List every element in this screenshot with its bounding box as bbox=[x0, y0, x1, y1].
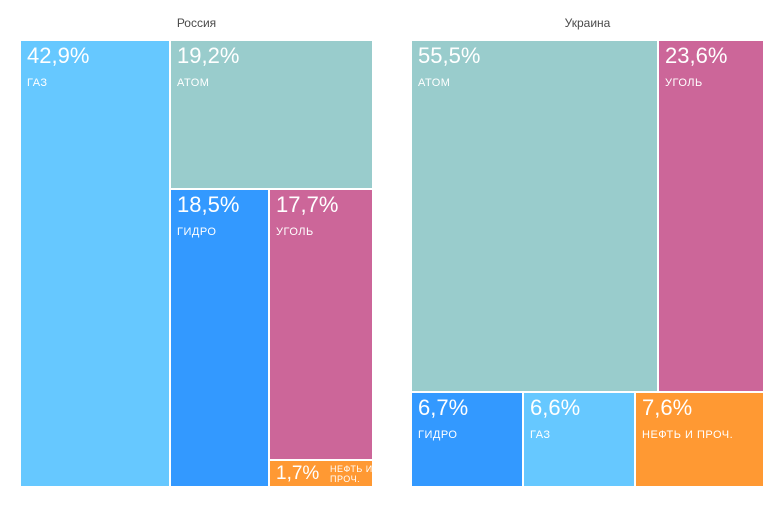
tile-russia-2: 18,5% ГИДРО bbox=[170, 189, 269, 487]
tile-label: ГИДРО bbox=[418, 429, 458, 441]
tile-value: 1,7% bbox=[276, 463, 320, 484]
tile-label: УГОЛЬ bbox=[276, 226, 314, 238]
tile-label: ГИДРО bbox=[177, 226, 217, 238]
tile-russia-4: 1,7% НЕФТЬ И ПРОЧ. bbox=[269, 460, 373, 487]
tile-value: 17,7% bbox=[276, 192, 339, 217]
tile-ukraine-3: 6,6% ГАЗ bbox=[523, 392, 635, 487]
tile-value: 6,7% bbox=[418, 395, 469, 420]
tile-russia-0: 42,9% ГАЗ bbox=[20, 40, 170, 487]
tile-ukraine-0: 55,5% АТОМ bbox=[411, 40, 658, 392]
tile-russia-3: 17,7% УГОЛЬ bbox=[269, 189, 373, 460]
chart-title-ukraine: Украина bbox=[564, 16, 611, 30]
tile-value: 19,2% bbox=[177, 43, 240, 68]
tile-russia-1: 19,2% АТОМ bbox=[170, 40, 373, 189]
tile-label: АТОМ bbox=[418, 77, 451, 89]
tile-value: 7,6% bbox=[642, 395, 693, 420]
tile-value: 18,5% bbox=[177, 192, 240, 217]
tile-value: 55,5% bbox=[418, 43, 481, 68]
tile-ukraine-4: 7,6% НЕФТЬ И ПРОЧ. bbox=[635, 392, 764, 487]
tile-ukraine-2: 6,7% ГИДРО bbox=[411, 392, 523, 487]
tile-ukraine-1: 23,6% УГОЛЬ bbox=[658, 40, 764, 392]
tile-label: НЕФТЬ И ПРОЧ. bbox=[642, 429, 734, 441]
tile-label: ГАЗ bbox=[27, 77, 48, 89]
tile-value: 6,6% bbox=[530, 395, 581, 420]
tile-value: 42,9% bbox=[27, 43, 90, 68]
chart-title-russia: Россия bbox=[176, 16, 217, 30]
treemap-russia: 42,9% ГАЗ 19,2% АТОМ 18,5% ГИДРО 17,7% УГОЛЬ 1,7… bbox=[20, 40, 373, 487]
tile-value: 23,6% bbox=[665, 43, 728, 68]
tile-label: АТОМ bbox=[177, 77, 210, 89]
treemap-ukraine: 55,5% АТОМ 23,6% УГОЛЬ 6,7% ГИДРО 6,6% ГАЗ 7,6% Н… bbox=[411, 40, 764, 487]
tile-label: ГАЗ bbox=[530, 429, 551, 441]
tile-label: УГОЛЬ bbox=[665, 77, 703, 89]
tile-label: НЕФТЬ И ПРОЧ. bbox=[330, 464, 373, 484]
